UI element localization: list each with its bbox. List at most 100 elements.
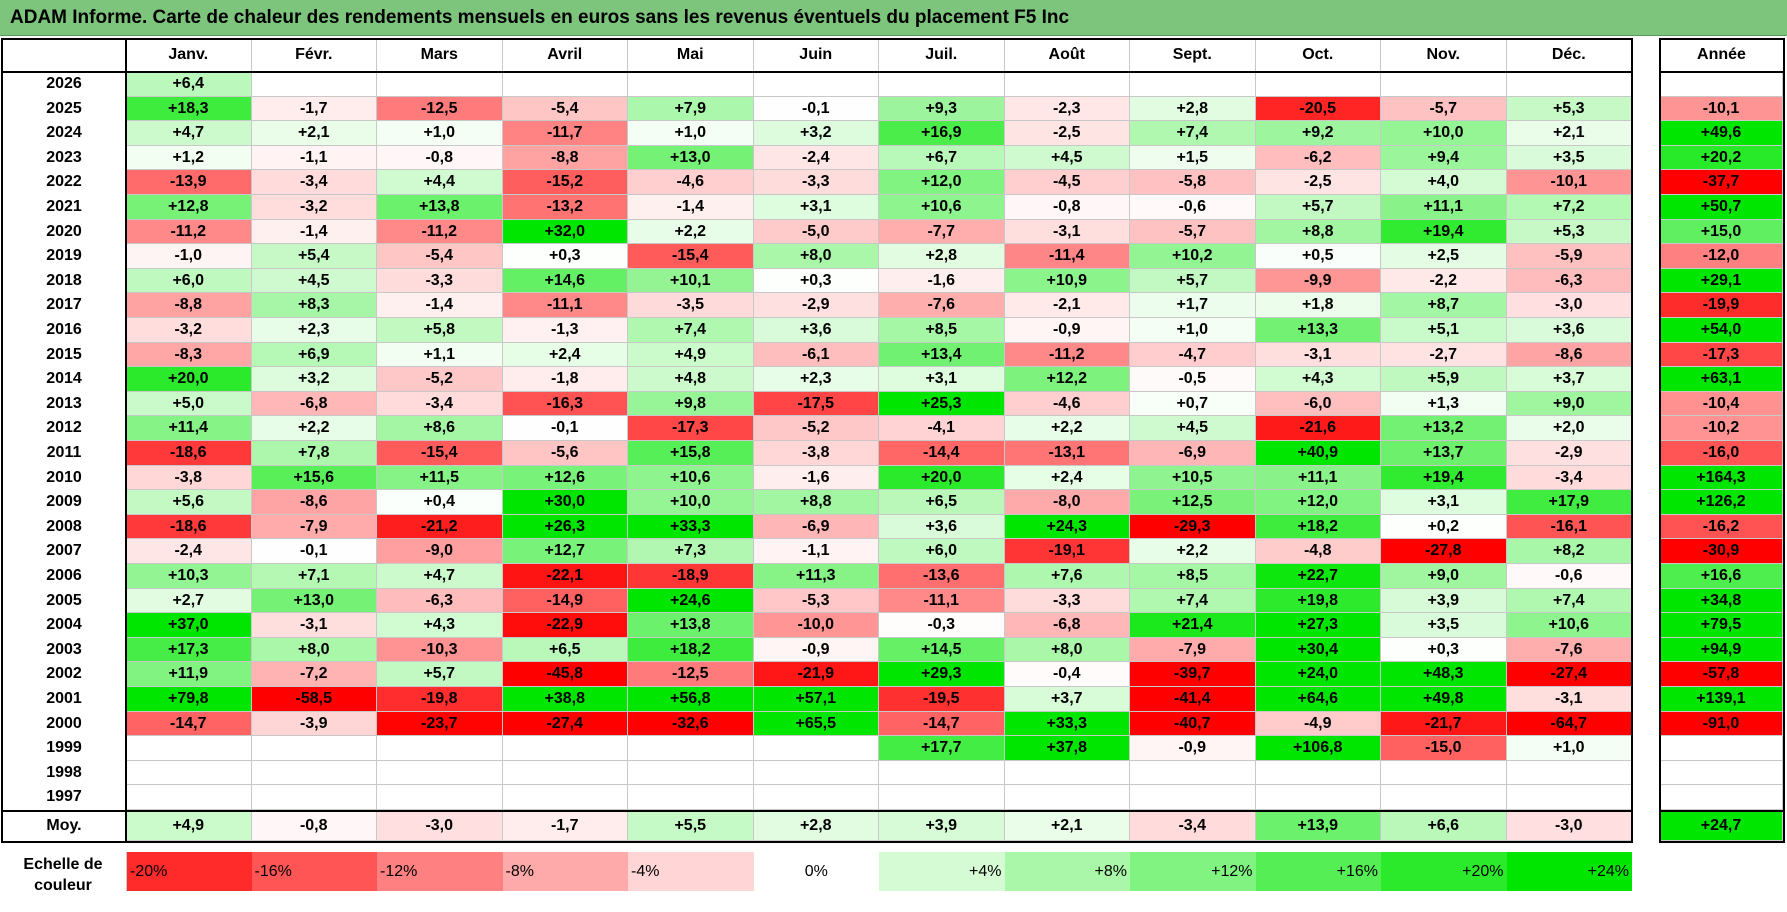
annual-cell: -57,8	[1660, 662, 1783, 687]
heatmap-cell: -7,6	[879, 293, 1005, 318]
scale-swatch: -12%	[377, 852, 503, 891]
heatmap-cell: +14,5	[879, 637, 1005, 663]
month-header: Sept.	[1130, 38, 1256, 72]
heatmap-cell: +4,3	[377, 613, 503, 638]
heatmap-cell: -14,7	[126, 711, 252, 737]
heatmap-cell: +7,6	[1004, 564, 1130, 589]
heatmap-cell: +7,2	[1506, 195, 1632, 220]
heatmap-cell: +13,8	[377, 195, 503, 220]
annual-cell: +15,0	[1660, 219, 1783, 245]
average-cell: -0,8	[251, 811, 377, 841]
heatmap-cell: -14,7	[879, 711, 1005, 737]
heatmap-cell	[1381, 785, 1507, 810]
heatmap-cell: +19,4	[1381, 465, 1507, 491]
heatmap-cell: +7,4	[1130, 588, 1256, 614]
year-label: 2004	[46, 616, 82, 634]
year-label: 2012	[46, 419, 82, 437]
heatmap-cell: +10,6	[879, 195, 1005, 220]
heatmap-cell: -11,7	[502, 121, 628, 146]
heatmap-cell: +9,4	[1381, 145, 1507, 171]
heatmap-cell: +2,0	[1506, 416, 1632, 441]
heatmap-cell: +5,7	[1255, 195, 1381, 220]
average-cell: +5,5	[628, 811, 754, 841]
average-cell: +13,9	[1255, 811, 1381, 841]
annual-cell: -16,0	[1660, 441, 1783, 466]
heatmap-cell: -0,9	[1130, 736, 1256, 761]
heatmap-cell: +6,9	[251, 342, 377, 368]
year-label: 2019	[46, 247, 82, 265]
heatmap-cell: -1,6	[753, 465, 879, 491]
heatmap-cell: -11,1	[502, 293, 628, 318]
heatmap-cell: -3,4	[1506, 465, 1632, 491]
annual-cell	[1660, 785, 1783, 810]
heatmap-cell: -3,9	[251, 711, 377, 737]
heatmap-cell	[1130, 72, 1256, 97]
heatmap-cell: +7,4	[628, 318, 754, 343]
heatmap-cell: +2,3	[251, 318, 377, 343]
annual-cell: +50,7	[1660, 195, 1783, 220]
month-header: Oct.	[1256, 38, 1381, 72]
heatmap-cell: -4,1	[879, 416, 1005, 441]
heatmap-cell: +3,2	[753, 121, 879, 146]
heatmap-cell: +6,0	[126, 268, 252, 294]
heatmap-cell: -6,3	[377, 588, 503, 614]
heatmap-cell: +12,0	[879, 170, 1005, 195]
heatmap-cell: +0,3	[753, 268, 879, 294]
heatmap-cell: +9,0	[1381, 564, 1507, 589]
average-cell: -1,7	[502, 811, 628, 841]
heatmap-cell: +2,2	[628, 219, 754, 245]
heatmap-cell: -0,1	[753, 96, 879, 122]
heatmap-cell: +10,2	[1130, 244, 1256, 269]
annual-cell: +139,1	[1660, 687, 1783, 712]
annual-cell: -12,0	[1660, 244, 1783, 269]
heatmap-cell: +1,5	[1130, 145, 1256, 171]
annual-cell	[1660, 736, 1783, 761]
scale-swatch: 0%	[753, 852, 879, 891]
heatmap-cell: -11,4	[1004, 244, 1130, 269]
heatmap-cell: -8,6	[1506, 342, 1632, 368]
heatmap-cell: -2,9	[753, 293, 879, 318]
heatmap-cell: +3,5	[1381, 613, 1507, 638]
heatmap-cell: +17,9	[1506, 490, 1632, 515]
year-label: 2011	[46, 444, 82, 461]
heatmap-cell: +1,8	[1255, 293, 1381, 318]
year-label: 2003	[46, 640, 82, 658]
heatmap-cell: -8,3	[126, 342, 252, 368]
heatmap-cell	[377, 785, 503, 810]
year-label: 2007	[46, 542, 82, 560]
heatmap-cell	[1130, 760, 1256, 786]
heatmap-cell: -7,9	[1130, 637, 1256, 663]
heatmap-cell: +10,0	[1381, 121, 1507, 146]
heatmap-cell: +3,6	[753, 318, 879, 343]
heatmap-cell: +4,3	[1255, 367, 1381, 392]
annual-cell: +63,1	[1660, 367, 1783, 392]
year-column-divider	[125, 38, 127, 841]
heatmap-cell: -21,7	[1381, 711, 1507, 737]
average-cell: +2,8	[753, 811, 879, 841]
heatmap-cell	[251, 72, 377, 97]
heatmap-cell: -19,8	[377, 687, 503, 712]
annual-cell: +49,6	[1660, 121, 1783, 146]
heatmap-cell: -13,6	[879, 564, 1005, 589]
annual-cell: -30,9	[1660, 539, 1783, 564]
heatmap-cell: +4,5	[251, 268, 377, 294]
heatmap-cell: +1,1	[377, 342, 503, 368]
month-header: Mars	[377, 38, 503, 72]
heatmap-cell: +24,0	[1255, 662, 1381, 687]
heatmap-cell: -1,4	[628, 195, 754, 220]
heatmap-cell: -0,6	[1130, 195, 1256, 220]
heatmap-cell: +15,8	[628, 441, 754, 466]
heatmap-cell: +19,8	[1255, 588, 1381, 614]
heatmap-cell: -18,6	[126, 441, 252, 466]
heatmap-cell: +8,5	[879, 318, 1005, 343]
heatmap-cell: -6,8	[1004, 613, 1130, 638]
heatmap-cell: -4,5	[1004, 170, 1130, 195]
heatmap-cell: -1,6	[879, 268, 1005, 294]
chart-title: ADAM Informe. Carte de chaleur des rende…	[0, 0, 1787, 36]
heatmap-cell: -20,5	[1255, 96, 1381, 122]
heatmap-cell: -3,1	[1255, 342, 1381, 368]
annual-cell: -17,3	[1660, 342, 1783, 368]
heatmap-cell: -17,3	[628, 416, 754, 441]
heatmap-cell: +56,8	[628, 687, 754, 712]
annual-cell: +94,9	[1660, 637, 1783, 663]
